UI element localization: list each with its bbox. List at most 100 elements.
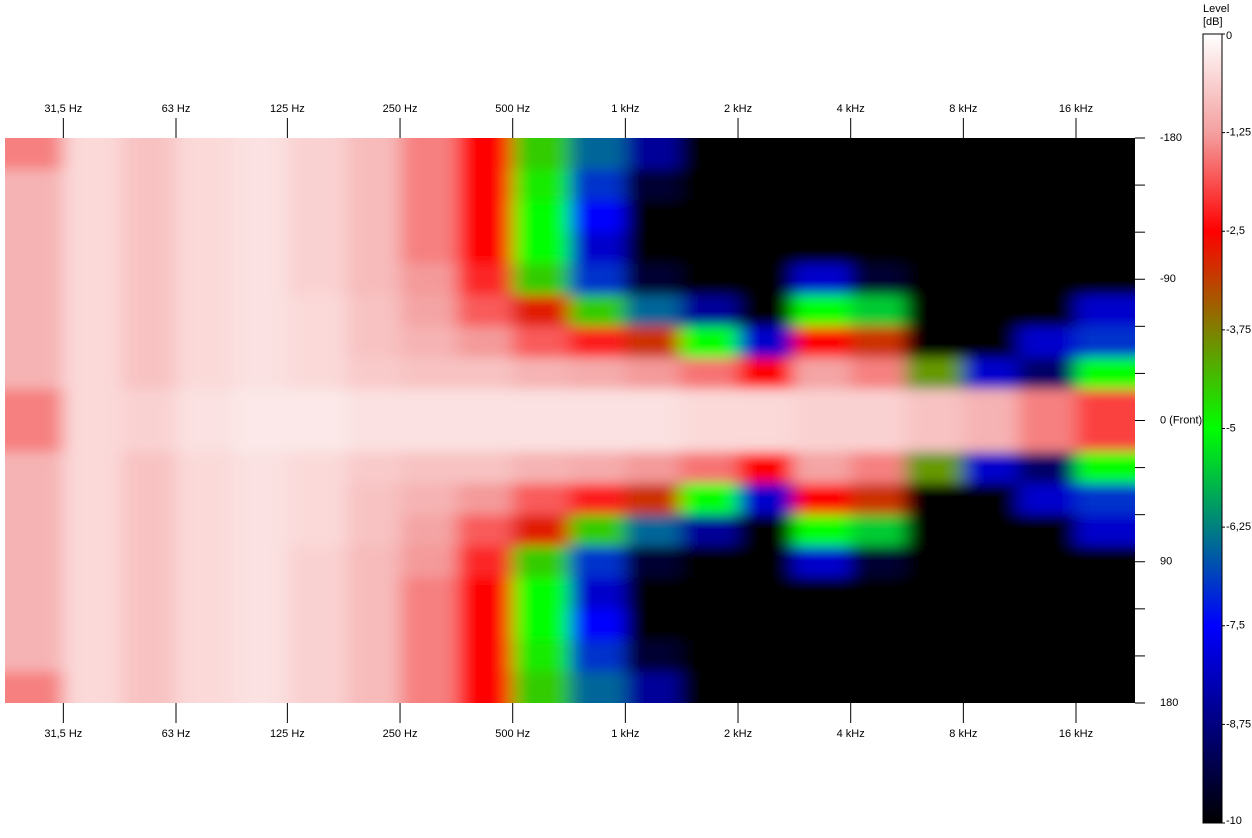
heatmap-cell (1018, 608, 1077, 641)
heatmap-cell (850, 263, 906, 296)
heatmap-cell (346, 138, 401, 170)
heatmap-cell (680, 200, 739, 233)
heatmap-cell (233, 451, 288, 484)
heatmap-cell (176, 671, 235, 703)
heatmap-cell (680, 451, 739, 484)
heatmap-cell (1018, 169, 1077, 202)
heatmap-cell (400, 608, 458, 641)
heatmap-cell (233, 232, 288, 265)
heatmap-cell (1076, 546, 1135, 578)
heatmap-cell (905, 640, 964, 673)
heatmap-cell (905, 232, 964, 265)
heatmap-cell (963, 263, 1019, 296)
heatmap-cell (457, 577, 514, 610)
heatmap-cell (680, 671, 739, 703)
heatmap-cell (625, 232, 681, 265)
heatmap-cell (233, 200, 288, 233)
heatmap-cell (792, 169, 852, 202)
heatmap-cell (400, 577, 458, 610)
heatmap-cell (680, 294, 739, 327)
heatmap-cell (5, 357, 64, 390)
heatmap-cell (121, 232, 177, 265)
heatmap-cell (121, 671, 177, 703)
heatmap-cell (963, 451, 1019, 484)
heatmap-cell (346, 326, 401, 359)
heatmap-cell (512, 546, 571, 578)
heatmap-cell (792, 608, 852, 641)
colorbar-tick-label: -2,5 (1226, 225, 1245, 237)
x-tick-label-bottom: 250 Hz (383, 728, 418, 740)
heatmap-cell (625, 389, 681, 421)
heatmap-cell (905, 263, 964, 296)
heatmap-cell (1018, 357, 1077, 390)
heatmap-cell (680, 138, 739, 170)
heatmap-cell (738, 389, 794, 421)
heatmap-cell (512, 640, 571, 673)
heatmap-cell (121, 451, 177, 484)
heatmap-cell (5, 608, 64, 641)
heatmap-cell (1076, 671, 1135, 703)
heatmap-cell (512, 451, 571, 484)
heatmap-cell (850, 138, 906, 170)
heatmap-cell (512, 608, 571, 641)
heatmap-cell (680, 640, 739, 673)
heatmap-cell (512, 357, 571, 390)
heatmap-cell (63, 608, 122, 641)
x-tick-label-top: 16 kHz (1059, 103, 1093, 115)
heatmap-cell (5, 326, 64, 359)
heatmap-cell (287, 263, 348, 296)
heatmap-cell (457, 326, 514, 359)
heatmap-cell (905, 294, 964, 327)
heatmap-cell (792, 232, 852, 265)
heatmap-cell (63, 232, 122, 265)
heatmap-cell (346, 420, 401, 453)
x-tick-label-top: 1 kHz (611, 103, 639, 115)
heatmap-cell (176, 483, 235, 516)
heatmap-cell (569, 577, 626, 610)
heatmap-cell (792, 640, 852, 673)
heatmap-cell (287, 608, 348, 641)
heatmap-cell (963, 357, 1019, 390)
heatmap-cell (63, 200, 122, 233)
heatmap-cell (233, 326, 288, 359)
x-tick-label-bottom: 1 kHz (611, 728, 639, 740)
heatmap-cell (625, 640, 681, 673)
x-tick-label-top: 250 Hz (383, 103, 418, 115)
heatmap-cell (457, 232, 514, 265)
heatmap-cell (569, 608, 626, 641)
heatmap-cell (233, 138, 288, 170)
heatmap-cell (287, 232, 348, 265)
heatmap-cell (346, 514, 401, 547)
heatmap-cell (625, 294, 681, 327)
heatmap-cell (512, 326, 571, 359)
heatmap-cell (233, 263, 288, 296)
heatmap-cell (905, 200, 964, 233)
x-tick-label-bottom: 31,5 Hz (44, 728, 82, 740)
heatmap-cell (850, 514, 906, 547)
x-tick-label-bottom: 4 kHz (837, 728, 865, 740)
heatmap-cell (346, 577, 401, 610)
heatmap-cell (625, 200, 681, 233)
heatmap-cell (512, 483, 571, 516)
heatmap-cell (680, 326, 739, 359)
heatmap-cell (346, 200, 401, 233)
heatmap-cell (346, 640, 401, 673)
heatmap-cell (625, 608, 681, 641)
heatmap-cell (905, 389, 964, 421)
heatmap-cell (176, 389, 235, 421)
heatmap-cell (963, 326, 1019, 359)
heatmap-cell (905, 671, 964, 703)
heatmap-cell (963, 483, 1019, 516)
colorbar-tick-label: -10 (1226, 815, 1242, 827)
heatmap-cell (625, 546, 681, 578)
heatmap-cell (1076, 232, 1135, 265)
heatmap-cell (792, 514, 852, 547)
heatmap-cell (63, 263, 122, 296)
heatmap-cell (346, 232, 401, 265)
heatmap-cell (233, 577, 288, 610)
heatmap-cell (457, 263, 514, 296)
heatmap-cell (1018, 326, 1077, 359)
colorbar-tick-label: -7,5 (1226, 620, 1245, 632)
heatmap-cell (233, 357, 288, 390)
heatmap-cell (63, 294, 122, 327)
